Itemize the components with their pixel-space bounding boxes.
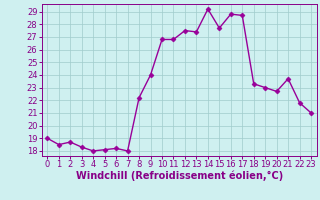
X-axis label: Windchill (Refroidissement éolien,°C): Windchill (Refroidissement éolien,°C) <box>76 171 283 181</box>
